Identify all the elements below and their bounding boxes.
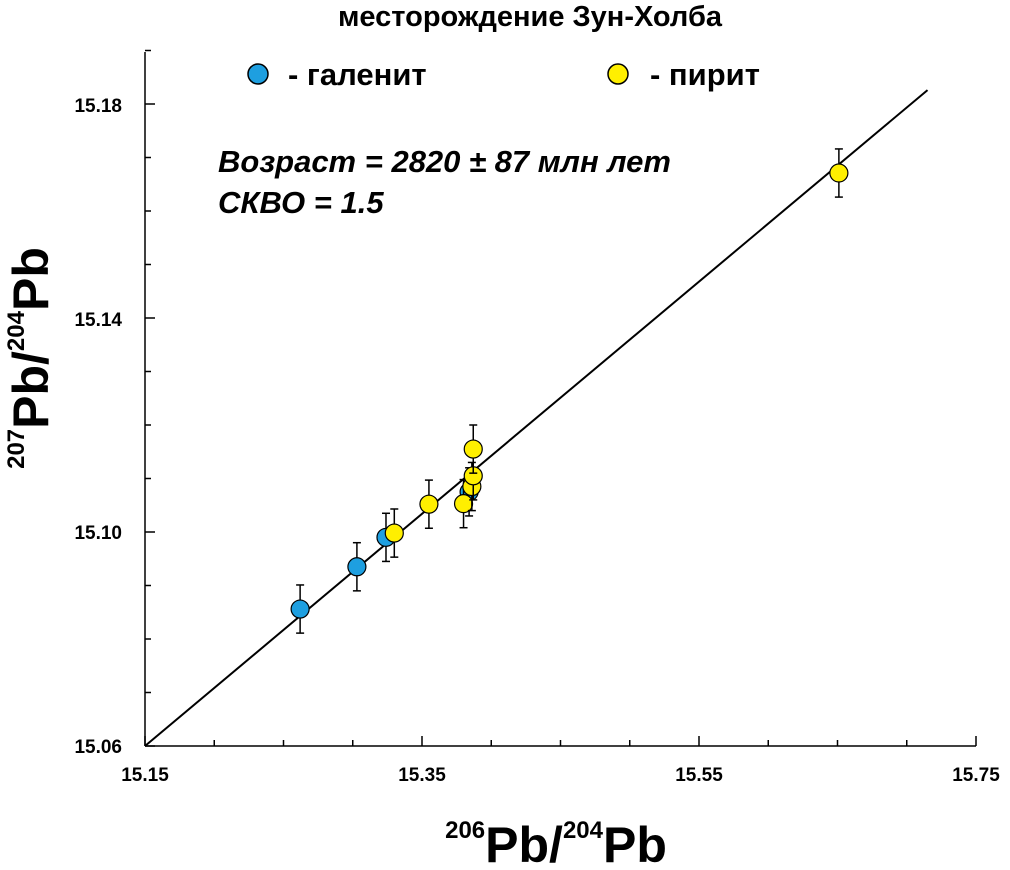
data-points (290, 148, 849, 634)
y-axis-label: 207Pb/204Pb (3, 247, 59, 469)
age-annotation: Возраст = 2820 ± 87 млн лет (218, 144, 671, 179)
legend-marker-pyrite (607, 63, 629, 85)
y-tick-label: 15.18 (74, 96, 122, 117)
pyrite-point (829, 163, 849, 183)
x-tick-label: 15.75 (952, 765, 1000, 786)
isochron-group (144, 89, 929, 747)
pyrite-point (463, 439, 483, 459)
x-tick-label: 15.55 (675, 765, 723, 786)
y-tick-label: 15.10 (74, 523, 122, 544)
x-tick-labels: 15.15 15.35 15.55 15.75 (121, 765, 1000, 786)
x-axis-label: 206Pb/204Pb (445, 817, 667, 870)
legend-label-pyrite: - пирит (650, 57, 760, 92)
x-tick-label: 15.15 (121, 765, 169, 786)
mswd-annotation: СКВО = 1.5 (218, 185, 384, 220)
galena-point (290, 599, 310, 619)
legend: - галенит - пирит (247, 57, 760, 92)
x-tick-label: 15.35 (398, 765, 446, 786)
legend-marker-galena (247, 63, 269, 85)
pyrite-point (419, 494, 439, 514)
galena-point (347, 557, 367, 577)
pyrite-point (384, 523, 404, 543)
y-tick-label: 15.14 (74, 310, 122, 331)
y-tick-labels: 15.06 15.10 15.14 15.18 (74, 96, 122, 758)
isochron-line (144, 89, 929, 747)
legend-label-galena: - галенит (288, 57, 427, 92)
chart-title: месторождение Зун-Холба (338, 1, 723, 33)
y-tick-label: 15.06 (74, 737, 122, 758)
tick-marks (144, 49, 977, 747)
